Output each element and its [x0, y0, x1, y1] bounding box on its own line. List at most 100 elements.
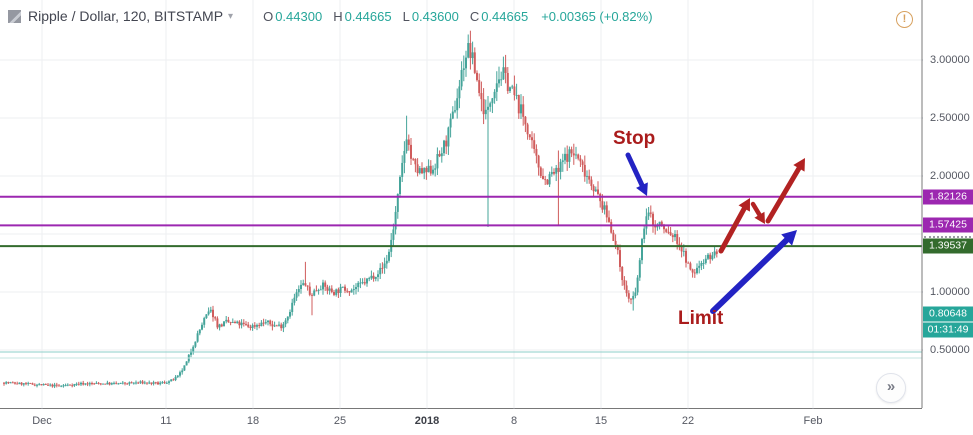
price-axis-label: 3.00000	[930, 54, 970, 66]
candle	[40, 383, 43, 386]
candle	[306, 285, 309, 291]
limit-arrow[interactable]	[710, 230, 797, 314]
candle-body	[251, 325, 254, 328]
candle-body	[445, 140, 448, 147]
candle-body	[438, 154, 441, 157]
candle	[216, 316, 219, 330]
candle	[429, 160, 432, 176]
candle	[713, 246, 716, 259]
candle-body	[304, 283, 307, 286]
chevron-down-icon[interactable]: ▾	[228, 10, 234, 22]
candle-body	[29, 382, 32, 384]
red-arrow-up-2[interactable]	[765, 158, 805, 224]
candle	[289, 309, 291, 319]
candle	[533, 133, 536, 154]
candle	[119, 382, 122, 384]
limit-annotation-label[interactable]: Limit	[678, 308, 724, 329]
candle-body	[357, 282, 360, 288]
stop-arrow[interactable]	[625, 152, 648, 196]
candle	[337, 287, 340, 298]
candle	[414, 158, 417, 173]
candle	[528, 134, 531, 140]
candle	[482, 88, 485, 125]
candle	[269, 319, 272, 327]
candle	[196, 330, 199, 343]
candle	[665, 228, 668, 234]
scroll-right-button[interactable]: »	[876, 373, 906, 403]
candle	[372, 272, 375, 282]
candle	[139, 380, 142, 384]
red-arrow-down[interactable]	[750, 201, 765, 224]
candle-body	[482, 99, 485, 115]
candlestick-series[interactable]	[3, 30, 718, 389]
candle-body	[583, 164, 586, 177]
candle-body	[82, 382, 85, 385]
candle-body	[75, 383, 78, 385]
candle	[42, 383, 45, 386]
stop-arrow-head	[636, 182, 648, 196]
candle	[209, 306, 212, 313]
candle	[275, 324, 278, 327]
candle-body	[130, 382, 133, 384]
red-arrow-up-2-head	[793, 158, 805, 172]
candle-body	[366, 278, 368, 284]
candle-body	[238, 321, 241, 326]
candle	[66, 383, 69, 387]
candle-body	[16, 383, 19, 385]
red-arrow-up-1[interactable]	[718, 198, 750, 254]
candle	[515, 83, 518, 100]
candle	[564, 147, 566, 165]
candle	[121, 381, 124, 385]
candle-body	[40, 384, 43, 386]
candle	[361, 278, 364, 285]
candle-body	[14, 382, 16, 384]
candle	[674, 230, 676, 241]
candle	[38, 382, 41, 386]
candle-body	[84, 383, 87, 385]
candle	[181, 368, 184, 375]
candle	[93, 382, 96, 385]
price-level-badge: 1.39537	[923, 238, 973, 254]
candle	[168, 380, 170, 385]
alert-icon[interactable]: !	[896, 11, 913, 28]
candle-body	[11, 382, 14, 384]
candle-body	[295, 292, 298, 298]
candle-body	[709, 254, 712, 260]
candle	[174, 375, 177, 382]
candle-body	[416, 164, 419, 174]
candle	[696, 263, 698, 275]
candle	[264, 319, 267, 325]
candle-body	[665, 229, 668, 232]
candle-body	[214, 317, 217, 319]
candle	[247, 321, 250, 329]
candle	[462, 55, 465, 82]
candle	[704, 254, 707, 265]
price-axis-label: 0.50000	[930, 344, 970, 356]
candle-body	[236, 321, 239, 324]
candle	[225, 316, 228, 324]
candle-body	[293, 297, 296, 303]
candle-body	[359, 282, 362, 284]
symbol-title[interactable]: Ripple / Dollar, 120, BITSTAMP	[28, 8, 224, 24]
candle	[502, 56, 505, 80]
time-axis[interactable]: Dec 11 18 25 2018 8 15 22 Feb	[0, 409, 973, 435]
candle-body	[143, 382, 146, 384]
price-axis[interactable]: 3.00000 2.50000 2.00000 1.00000 0.50000 1.821…	[923, 0, 973, 408]
candle-body	[621, 266, 624, 281]
candle	[377, 270, 379, 282]
candle-body	[410, 144, 412, 159]
candle-body	[434, 168, 437, 170]
candle-body	[484, 109, 487, 115]
candle	[594, 186, 597, 192]
candle-body	[258, 325, 261, 327]
candle	[207, 307, 210, 316]
candle	[432, 165, 434, 176]
stop-annotation-label[interactable]: Stop	[613, 128, 656, 149]
candle-body	[612, 232, 615, 241]
candle-body	[146, 382, 148, 384]
candle-body	[685, 250, 687, 263]
candle	[124, 381, 126, 386]
candle	[75, 382, 78, 386]
candle-body	[326, 286, 329, 291]
